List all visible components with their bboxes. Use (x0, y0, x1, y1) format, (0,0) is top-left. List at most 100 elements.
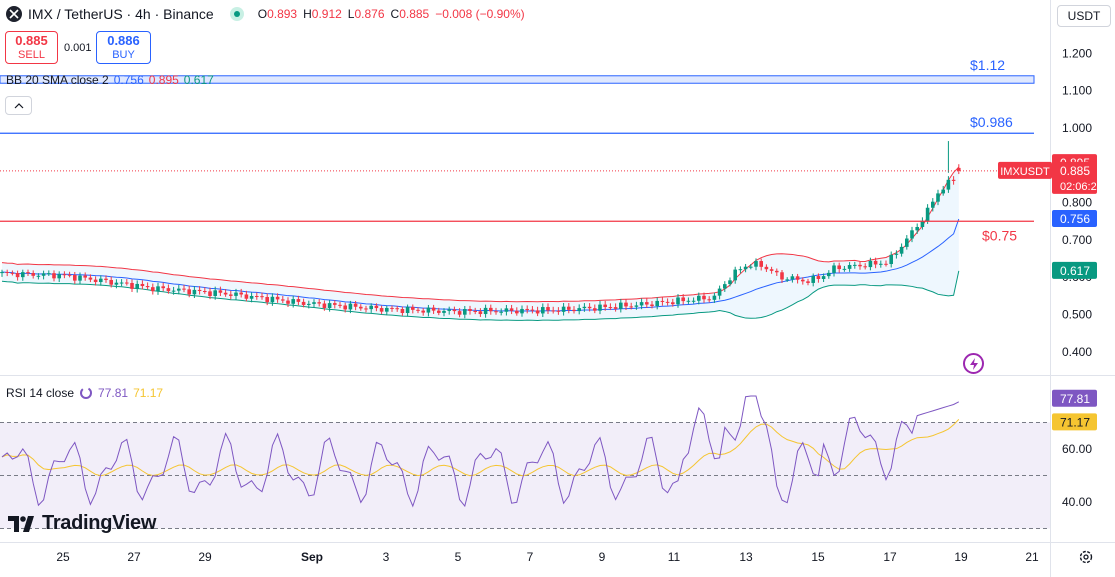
candle-body (603, 304, 607, 308)
candle-body (733, 269, 737, 281)
candle-body (223, 292, 228, 295)
candle-body (806, 281, 810, 283)
candle-body (650, 304, 654, 307)
candle-body (229, 294, 233, 296)
candle-body (161, 286, 165, 289)
candle-body (660, 300, 665, 302)
candle-body (307, 303, 311, 305)
candle-body (265, 297, 269, 303)
candle-body (582, 306, 587, 309)
candle-body (951, 179, 956, 181)
candle-body (203, 291, 207, 293)
candle-body (145, 286, 150, 288)
candle-body (572, 309, 576, 312)
candle-body (275, 296, 280, 300)
candle-body (551, 310, 555, 312)
trade-buttons: 0.885 SELL 0.001 0.886 BUY (5, 31, 151, 64)
candle-body (93, 279, 98, 283)
candle-body (795, 276, 800, 280)
ohlc-values: O0.893 H0.912 L0.876 C0.885 −0.008 (−0.9… (257, 7, 525, 21)
candle-body (941, 189, 945, 194)
candle-body (842, 268, 847, 270)
candle-body (681, 297, 685, 302)
candle-body (827, 272, 831, 277)
candle-body (78, 275, 82, 281)
candle-body (509, 308, 514, 311)
candle-body (515, 310, 519, 314)
time-tick-label: 7 (527, 550, 534, 564)
last-price-tag (1052, 161, 1097, 194)
collapse-legend-button[interactable] (5, 96, 32, 115)
candle-body (577, 308, 581, 312)
price-tick-label: 1.100 (1062, 84, 1092, 98)
candle-body (26, 272, 30, 274)
price-tick-label: 0.800 (1062, 196, 1092, 210)
price-tag-label: 0.756 (1060, 212, 1090, 226)
price-tag-label: 0.617 (1060, 264, 1090, 278)
candle-body (333, 303, 337, 305)
candle-body (385, 307, 389, 312)
candle-body (868, 260, 873, 268)
bb-band-fill (2, 167, 959, 321)
candle-body (52, 273, 56, 279)
candle-body (208, 291, 212, 296)
candle-body (723, 284, 727, 289)
candle-body (556, 310, 561, 312)
sell-button[interactable]: 0.885 SELL (5, 31, 58, 64)
candle-body (156, 286, 160, 292)
candle-body (213, 290, 217, 296)
candle-body (593, 308, 597, 311)
imx-logo-icon (6, 6, 22, 22)
candle-body (608, 307, 613, 309)
candle-body (457, 311, 462, 315)
candle-body (99, 278, 103, 283)
candle-body (468, 309, 472, 311)
candle-body (364, 308, 368, 310)
candle-body (504, 308, 509, 312)
price-tick-label: 1.000 (1062, 121, 1092, 135)
candle-body (244, 294, 249, 299)
candle-body (296, 299, 301, 302)
candle-body (104, 278, 108, 280)
bollinger-legend[interactable]: BB 20 SMA close 2 0.756 0.895 0.617 (6, 73, 214, 87)
rsi-tag-label: 77.81 (1060, 392, 1090, 406)
symbol-title[interactable]: IMX / TetherUS · 4h · Binance (28, 6, 214, 22)
candle-body (416, 309, 420, 311)
time-tick-label: 9 (599, 550, 606, 564)
candle-body (816, 276, 821, 279)
flash-icon[interactable] (963, 353, 984, 374)
candle-body (707, 299, 711, 301)
candle-body (182, 288, 186, 290)
candle-body (359, 306, 363, 309)
candle-body (671, 302, 675, 305)
candle-body (811, 276, 815, 283)
candle-body (619, 302, 623, 309)
buy-button[interactable]: 0.886 BUY (96, 31, 151, 64)
loading-spinner-icon (79, 386, 93, 400)
candle-body (327, 303, 332, 309)
currency-selector[interactable]: USDT (1057, 5, 1111, 27)
candle-body (530, 309, 535, 311)
time-tick-label: 29 (198, 550, 212, 564)
rsi-ma-value: 71.17 (133, 386, 164, 400)
candle-body (546, 307, 550, 311)
bb-indicator-name: BB 20 SMA close 2 (6, 73, 109, 87)
candle-body (863, 266, 867, 268)
last-price-label: 0.885 (1060, 164, 1090, 178)
settings-gear-icon[interactable] (1078, 549, 1094, 565)
candle-body (645, 302, 649, 305)
candle-body (130, 282, 134, 289)
candle-body (151, 287, 155, 292)
candle-body (421, 310, 425, 313)
candle-body (109, 279, 113, 285)
spread-value: 0.001 (64, 41, 92, 54)
candle-body (322, 303, 327, 309)
rsi-legend[interactable]: RSI 14 close 77.81 71.17 (6, 386, 163, 400)
candle-body (738, 269, 743, 271)
candle-body (884, 263, 888, 265)
candle-body (899, 246, 904, 254)
tradingview-logo-icon (8, 515, 34, 532)
candle-body (717, 288, 722, 296)
candle-body (255, 295, 259, 297)
